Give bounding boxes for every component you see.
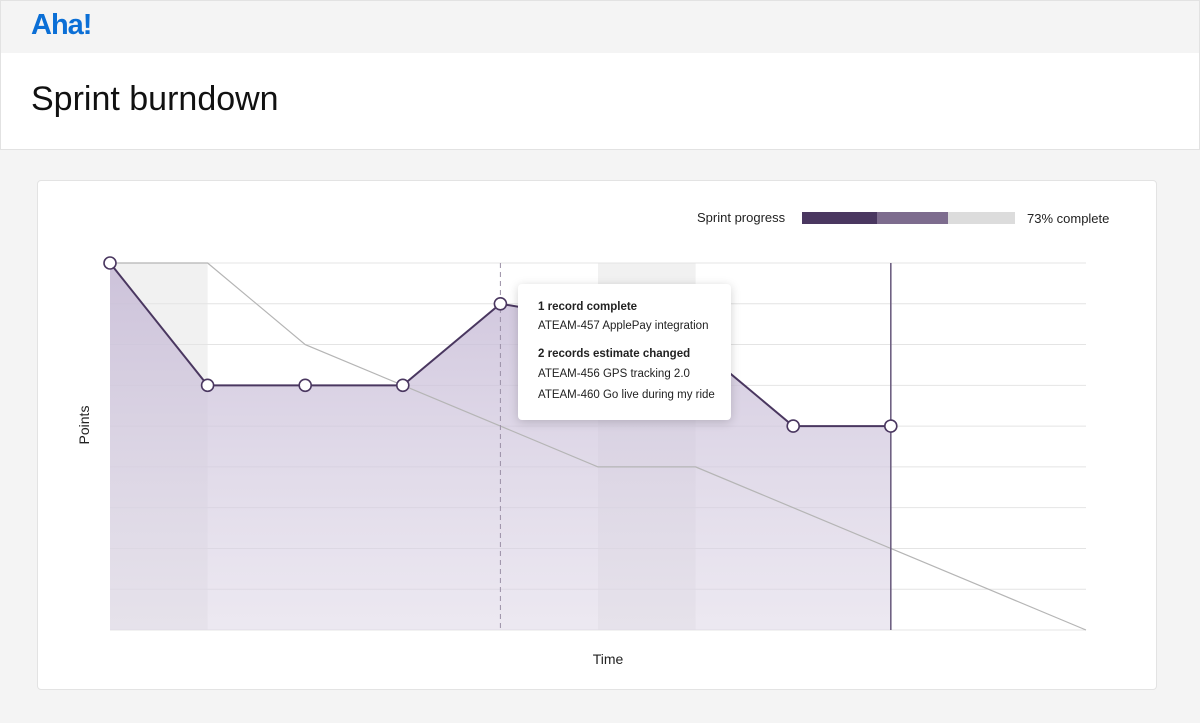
tooltip-complete-item[interactable]: ATEAM-457 ApplePay integration	[538, 320, 709, 332]
chart-tooltip: 1 record complete ATEAM-457 ApplePay int…	[518, 284, 731, 420]
sprint-progress-label: Sprint progress	[697, 210, 786, 225]
remaining-point	[395, 378, 410, 393]
tooltip-changed-item[interactable]: ATEAM-460 Go live during my ride	[538, 389, 715, 401]
ideal-line	[110, 262, 1087, 631]
top-bar: Aha!	[0, 0, 1200, 54]
remaining-point	[298, 378, 313, 393]
tooltip-changed-item[interactable]: ATEAM-456 GPS tracking 2.0	[538, 368, 690, 380]
remaining-point	[493, 296, 508, 311]
y-axis-label: Points	[76, 406, 92, 445]
progress-changed-segment	[876, 212, 948, 224]
remaining-point	[786, 419, 801, 433]
aha-logo[interactable]: Aha!	[31, 9, 92, 41]
title-bar: Sprint burndown	[0, 53, 1200, 150]
sprint-progress-text: 73% complete	[1027, 211, 1110, 226]
remaining-point	[883, 419, 898, 433]
sprint-progress-bar	[802, 212, 1015, 224]
x-axis-label: Time	[593, 651, 624, 667]
remaining-point	[103, 256, 117, 270]
remaining-point	[200, 378, 215, 393]
tooltip-changed-heading: 2 records estimate changed	[538, 348, 691, 360]
progress-complete-segment	[802, 212, 877, 224]
tooltip-complete-heading: 1 record complete	[538, 301, 638, 313]
page-title: Sprint burndown	[31, 80, 279, 118]
